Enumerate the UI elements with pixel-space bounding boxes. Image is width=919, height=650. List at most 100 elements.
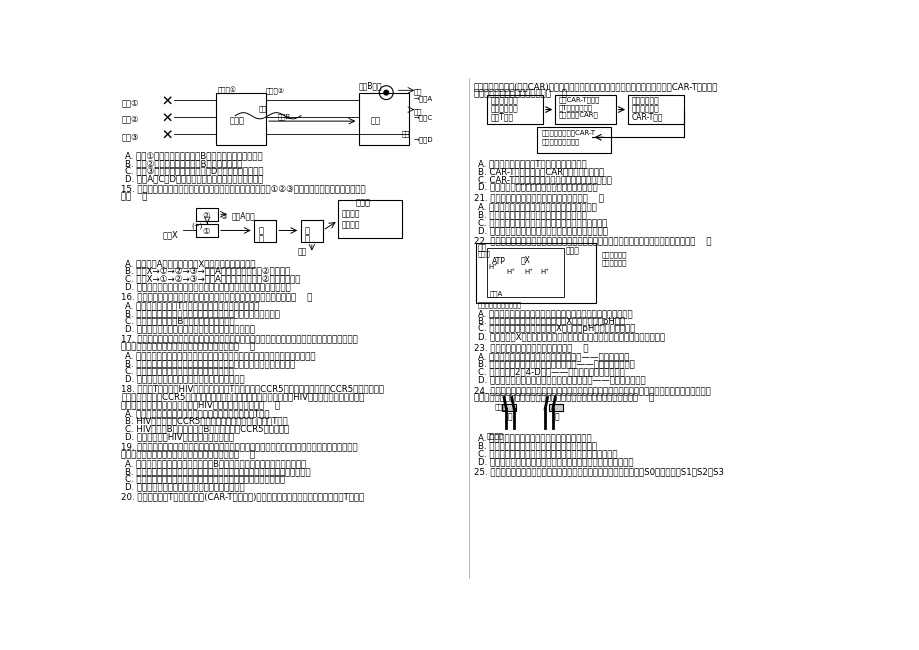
- Text: D. 免疫系统清除体内癌变细胞的过程属于细胞环死: D. 免疫系统清除体内癌变细胞的过程属于细胞环死: [477, 183, 596, 192]
- Text: C. 一定浓度的2，4-D溶液——可以除去田间单子叶杂草: C. 一定浓度的2，4-D溶液——可以除去田间单子叶杂草: [477, 367, 624, 376]
- Text: 免疫T细胞: 免疫T细胞: [491, 112, 514, 121]
- Text: D. 健康的心态有利于浆细胞增殖分化为大量的记忆细胞: D. 健康的心态有利于浆细胞增殖分化为大量的记忆细胞: [125, 324, 255, 333]
- Text: H⁺: H⁺: [505, 269, 515, 275]
- Bar: [196, 224, 218, 237]
- Text: 血管: 血管: [258, 106, 267, 112]
- Text: 连接纤维素分子的多糖链: 连接纤维素分子的多糖链: [477, 302, 521, 308]
- Text: 素侧面: 素侧面: [477, 250, 490, 257]
- Text: 下丘脑: 下丘脑: [230, 116, 244, 125]
- Bar: [549, 404, 562, 411]
- Text: 激素B: 激素B: [278, 113, 290, 120]
- Text: 回输：把扩增好的CAR-T: 回输：把扩增好的CAR-T: [540, 129, 595, 136]
- Text: 代谢改变: 代谢改变: [342, 209, 360, 218]
- Text: H⁺: H⁺: [524, 269, 533, 275]
- Text: 17. 胃病是人体较常见的消化系统疾病之一，可由多种原因引起，幽门螺杆菌感染、食用过冷或过热的: 17. 胃病是人体较常见的消化系统疾病之一，可由多种原因引起，幽门螺杆菌感染、食…: [121, 334, 357, 343]
- Bar: [196, 208, 218, 221]
- Text: D. 对成熟期植物施用一定浓度的细胞分裂素溶液——加速叶片的衰老: D. 对成熟期植物施用一定浓度的细胞分裂素溶液——加速叶片的衰老: [477, 375, 644, 384]
- Text: A. 植物激素是植物体内具有调节功能的微量无机物: A. 植物激素是植物体内具有调节功能的微量无机物: [477, 203, 596, 212]
- Bar: [338, 200, 402, 238]
- Text: C. 把好「病从口入」关是预防胃病的有效途径: C. 把好「病从口入」关是预防胃病的有效途径: [125, 367, 233, 376]
- Text: 细胞吸水伸长: 细胞吸水伸长: [601, 259, 627, 266]
- Text: ①: ①: [202, 227, 210, 237]
- Text: 胰岛A细胞: 胰岛A细胞: [231, 211, 255, 220]
- Text: B. 健康的心态有利于提高免疫系统识别和清除体内癌变细胞的能力: B. 健康的心态有利于提高免疫系统识别和清除体内癌变细胞的能力: [125, 309, 279, 318]
- Bar: [255, 220, 276, 242]
- Text: 胰岛B细胞: 胰岛B细胞: [358, 82, 382, 91]
- Text: B. 当生长素浓度由低升至最适时，醂X所处环境溶液pH下降: B. 当生长素浓度由低升至最适时，醂X所处环境溶液pH下降: [477, 317, 624, 326]
- Text: 给T细胞加上嵌合: 给T细胞加上嵌合: [558, 104, 592, 110]
- Text: 23. 下列生产措施与预期效果一致的是（    ）: 23. 下列生产措施与预期效果一致的是（ ）: [473, 343, 587, 352]
- Text: 24. 将在蔗应生长的燕麦胚芽鞘尖端与琼脂块一起放置，几小时后，再将琼脂块放在去除尖端的胚芽鞘: 24. 将在蔗应生长的燕麦胚芽鞘尖端与琼脂块一起放置，几小时后，再将琼脂块放在去…: [473, 386, 709, 395]
- Text: A. 播种前用一定浓度的赤霊素溶液浸泡种子——促进种子萌发: A. 播种前用一定浓度的赤霊素溶液浸泡种子——促进种子萌发: [477, 352, 629, 361]
- Text: D. 激素A、C、D都能定向运输到靶细胞和靶器官起作用: D. 激素A、C、D都能定向运输到靶细胞和靶器官起作用: [125, 174, 263, 183]
- Text: B. HIV可能通过与CCR5蛋白结合，特异性地侵染辅助性T细胞: B. HIV可能通过与CCR5蛋白结合，特异性地侵染辅助性T细胞: [125, 417, 288, 426]
- Text: B. 胚芽鞘放置琦脂块乙的一侧细胞伸长比另一侧快: B. 胚芽鞘放置琦脂块乙的一侧细胞伸长比另一侧快: [477, 441, 596, 450]
- Text: C. CAR-T细胞疗法的基本原理是利用药物清除癌细胞: C. CAR-T细胞疗法的基本原理是利用药物清除癌细胞: [477, 175, 611, 184]
- Text: 病人身上分离: 病人身上分离: [491, 104, 518, 113]
- Text: A. 特异性免疫过程中，T细胞只参与细胞免疫: A. 特异性免疫过程中，T细胞只参与细胞免疫: [477, 160, 585, 168]
- Text: B. 蛇毒素反复多次注射到马的体内，使马的体内产生较多的记忆细胞和抗蛇毒素: B. 蛇毒素反复多次注射到马的体内，使马的体内产生较多的记忆细胞和抗蛇毒素: [125, 467, 311, 476]
- Text: C. 用单侧光照射胚芽鞘尖端，醂X所处溶液pH向光侧比背光侧低: C. 用单侧光照射胚芽鞘尖端，醂X所处溶液pH向光侧比背光侧低: [477, 324, 634, 333]
- Text: C. HIV不侵染B细胞的原因是B细胞缺乏编码CCR5蛋白的基因: C. HIV不侵染B细胞的原因是B细胞缺乏编码CCR5蛋白的基因: [125, 424, 289, 434]
- Circle shape: [383, 90, 388, 95]
- Text: D. 捐献者若感染HIV，可通过抗体清除病毒: D. 捐献者若感染HIV，可通过抗体清除病毒: [125, 432, 233, 441]
- Text: 途径①: 途径①: [121, 99, 139, 108]
- Text: 面的嵌合抗原受体(简称CAR)能直接识别肿瘤细胞的特异性抗原。如图为一个典型的CAR-T细胞疗法: 面的嵌合抗原受体(简称CAR)能直接识别肿瘤细胞的特异性抗原。如图为一个典型的C…: [473, 82, 718, 91]
- Text: 乙: 乙: [554, 412, 559, 421]
- Text: 酶X: 酶X: [520, 255, 529, 264]
- Text: 细胞壁松散后: 细胞壁松散后: [601, 252, 627, 258]
- Text: B. 途径②属于体温调节，激素B是促甲状腺激素: B. 途径②属于体温调节，激素B是促甲状腺激素: [125, 159, 243, 168]
- Bar: [628, 95, 683, 124]
- Text: H⁺: H⁺: [539, 269, 549, 275]
- Text: 失活: 失活: [298, 248, 307, 256]
- Text: 15. 如图表示影响血糖调节的因素及激素发挥作用的过程，其中①②③表示结构，下列有关叙述正确的: 15. 如图表示影响血糖调节的因素及激素发挥作用的过程，其中①②③表示结构，下列…: [121, 184, 366, 193]
- Text: 一侧，一段时间后观察胚芽鞘生长情况，如图所示，下列叙述错误的是（    ）: 一侧，一段时间后观察胚芽鞘生长情况，如图所示，下列叙述错误的是（ ）: [473, 394, 653, 403]
- Text: 产生: 产生: [413, 89, 422, 96]
- Text: 神经元①: 神经元①: [218, 87, 237, 94]
- Text: 垂体: 垂体: [370, 116, 380, 125]
- Bar: [476, 243, 596, 303]
- Text: 养、大量扩增: 养、大量扩增: [630, 104, 658, 113]
- Text: 产生: 产生: [413, 108, 422, 114]
- Text: 21. 植物体内有多种激素，下列叙述正确的是（    ）: 21. 植物体内有多种激素，下列叙述正确的是（ ）: [473, 194, 603, 203]
- Text: H⁺: H⁺: [488, 265, 497, 270]
- Text: (+): (+): [191, 223, 202, 229]
- Text: 马的血液中提取抗蛇毒素。下列相关叙述正确的是（    ）: 马的血液中提取抗蛇毒素。下列相关叙述正确的是（ ）: [121, 450, 255, 459]
- Text: D. 胃酸对幽门蒂融杆菌的杀伤作用属于第二道防线: D. 胃酸对幽门蒂融杆菌的杀伤作用属于第二道防线: [125, 374, 244, 384]
- Text: 生长: 生长: [477, 244, 486, 253]
- Text: 结构A: 结构A: [490, 291, 503, 297]
- Text: 食物均是胃病常见的病因。下列相关叙述错误的是（    ）: 食物均是胃病常见的病因。下列相关叙述错误的是（ ）: [121, 342, 255, 351]
- Text: CAR-T细胞: CAR-T细胞: [630, 112, 662, 121]
- Text: →激素D: →激素D: [413, 136, 433, 143]
- Text: 素: 素: [258, 234, 263, 243]
- Text: 制备CAR-T细胞：: 制备CAR-T细胞：: [558, 96, 599, 103]
- Text: →激素A: →激素A: [413, 95, 432, 101]
- Text: A. 蛇毒素是细胞因子，刺激马体内的B细胞增殖分化，进而促进产生抗蛇毒素: A. 蛇毒素是细胞因子，刺激马体内的B细胞增殖分化，进而促进产生抗蛇毒素: [125, 459, 306, 468]
- Text: 激: 激: [258, 227, 263, 235]
- Bar: [502, 404, 516, 411]
- Text: A. 途径①属于直糖调节，胰岛B细胞上有神经递质的受体: A. 途径①属于直糖调节，胰岛B细胞上有神经递质的受体: [125, 151, 263, 160]
- Text: 琼脂块: 琼脂块: [494, 403, 507, 410]
- Text: 分离：从癌症: 分离：从癌症: [491, 96, 518, 105]
- Text: C. 琦脂块甲中的生长素含量高，对胚芽鞘的生长有抑制作用: C. 琦脂块甲中的生长素含量高，对胚芽鞘的生长有抑制作用: [477, 449, 617, 458]
- Text: A. 生长素与细胞膜上的受体结合过程体现了细胞膜的信息交流功能: A. 生长素与细胞膜上的受体结合过程体现了细胞膜的信息交流功能: [477, 309, 631, 318]
- Text: 20. 嵌合抗原受体T细胞免疫疗法(CAR-T细胞疗法)被认为是最具前景的抗癌免疫疗法，该T细胞表: 20. 嵌合抗原受体T细胞免疫疗法(CAR-T细胞疗法)被认为是最具前景的抗癌免…: [121, 492, 364, 501]
- Text: 细胞回输到病人体内: 细胞回输到病人体内: [540, 138, 579, 145]
- Text: D. 被激活的醂X催化纤维素分子间的多糖链断裂，使细胞壁松散后细胞吸水伸长: D. 被激活的醂X催化纤维素分子间的多糖链断裂，使细胞壁松散后细胞吸水伸长: [477, 332, 664, 341]
- Text: 19. 科研人员从某毒蛇的毒腺中提取蛇毒素，将适量的蛇毒素反复多次注射到马的体内，一段时间后从: 19. 科研人员从某毒蛇的毒腺中提取蛇毒素，将适量的蛇毒素反复多次注射到马的体内…: [121, 442, 357, 451]
- Text: 生理反应: 生理反应: [342, 220, 360, 229]
- Text: →激素C: →激素C: [413, 114, 432, 121]
- Text: B. 用适当浓度的生长素处理未成熟的果实——可以获得无子果实: B. 用适当浓度的生长素处理未成熟的果实——可以获得无子果实: [477, 360, 634, 369]
- Text: 环境条件: 环境条件: [486, 432, 504, 439]
- Text: A. 影响胰岛A细胞分泌的刺激X最可能是血糖含量升高: A. 影响胰岛A细胞分泌的刺激X最可能是血糖含量升高: [125, 259, 255, 268]
- Text: 刺激X: 刺激X: [163, 231, 178, 239]
- Text: C. 蛇毒素能与抗蛇毒素特异性结合形成沉淠，阻止抗蛇毒素损伤细胞: C. 蛇毒素能与抗蛇毒素特异性结合形成沉淠，阻止抗蛇毒素损伤细胞: [125, 474, 285, 484]
- Text: 靶细胞: 靶细胞: [355, 198, 369, 207]
- Text: ③: ③: [221, 212, 227, 221]
- Text: C. 在缺氧环境中，植物体内生长素的运输速率不受影响: C. 在缺氧环境中，植物体内生长素的运输速率不受影响: [477, 218, 607, 227]
- Text: D. 将琦脂块放在去除尖端的胚芽鞘顶端后，有无光照对结果无影响: D. 将琦脂块放在去除尖端的胚芽鞘顶端后，有无光照对结果无影响: [477, 457, 632, 466]
- Text: B. 刺激X→①→②→③→胰岛A细胞是体液调节，②表示垂体: B. 刺激X→①→②→③→胰岛A细胞是体液调节，②表示垂体: [125, 266, 289, 276]
- Text: 神经元②: 神经元②: [266, 87, 285, 94]
- Text: B. 可通过检门蒂融杆菌的杀肠作用来预防由幽门蒂融杆菌感染引起的胃病: B. 可通过检门蒂融杆菌的杀肠作用来预防由幽门蒂融杆菌感染引起的胃病: [125, 359, 295, 368]
- Text: 16. 有研究表明健康的心态能使人体免疫能力提高，其原因叙述错误的是（    ）: 16. 有研究表明健康的心态能使人体免疫能力提高，其原因叙述错误的是（ ）: [121, 292, 312, 301]
